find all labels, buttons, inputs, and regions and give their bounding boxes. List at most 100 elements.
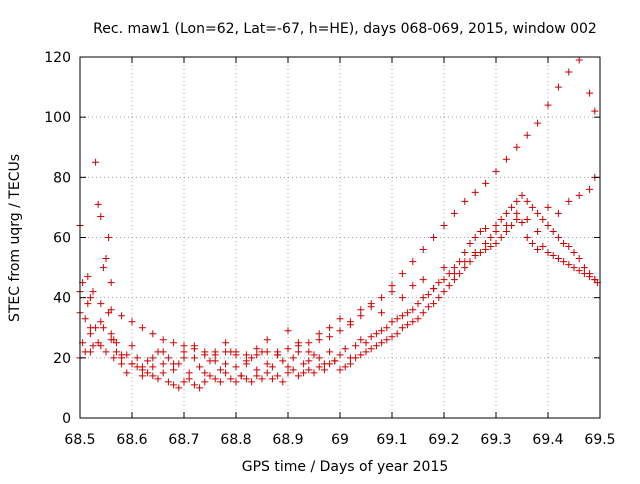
data-point bbox=[315, 363, 323, 371]
data-point bbox=[575, 267, 583, 275]
data-point bbox=[398, 324, 406, 332]
ticks bbox=[79, 56, 601, 419]
data-point bbox=[110, 354, 118, 362]
data-point bbox=[149, 363, 157, 371]
data-point bbox=[263, 369, 271, 377]
data-point bbox=[175, 384, 183, 392]
data-point bbox=[346, 318, 354, 326]
data-point bbox=[149, 330, 157, 338]
data-point bbox=[534, 246, 542, 254]
data-point bbox=[253, 372, 261, 380]
data-point bbox=[378, 327, 386, 335]
data-point bbox=[86, 330, 94, 338]
data-point bbox=[372, 342, 380, 350]
data-point bbox=[315, 330, 323, 338]
chart-title: Rec. maw1 (Lon=62, Lat=-67, h=HE), days … bbox=[93, 21, 597, 37]
data-point bbox=[549, 227, 557, 235]
data-point bbox=[383, 336, 391, 344]
y-tick-label: 60 bbox=[53, 231, 71, 247]
data-point bbox=[502, 209, 510, 217]
data-point bbox=[450, 270, 458, 278]
data-point bbox=[190, 342, 198, 350]
data-point bbox=[99, 264, 107, 272]
data-point bbox=[102, 348, 110, 356]
data-point bbox=[367, 300, 375, 308]
data-point bbox=[118, 360, 126, 368]
data-point bbox=[398, 294, 406, 302]
data-point bbox=[92, 158, 100, 166]
data-point bbox=[440, 276, 448, 284]
data-point bbox=[232, 378, 240, 386]
grid bbox=[80, 57, 600, 418]
data-point bbox=[518, 191, 526, 199]
data-point bbox=[222, 339, 230, 347]
data-point bbox=[388, 282, 396, 290]
data-point bbox=[471, 188, 479, 196]
x-tick-label: 68.7 bbox=[168, 432, 199, 448]
data-point bbox=[185, 369, 193, 377]
data-point bbox=[242, 351, 250, 359]
data-point bbox=[149, 354, 157, 362]
data-point bbox=[409, 282, 417, 290]
data-point bbox=[180, 378, 188, 386]
data-point bbox=[367, 345, 375, 353]
data-point bbox=[482, 224, 490, 232]
data-point bbox=[263, 360, 271, 368]
data-point bbox=[492, 240, 500, 248]
data-point bbox=[170, 381, 178, 389]
data-point bbox=[430, 234, 438, 241]
data-point bbox=[523, 234, 531, 241]
data-point bbox=[274, 351, 282, 359]
data-point bbox=[450, 209, 458, 217]
x-tick-label: 68.8 bbox=[220, 432, 251, 448]
data-point bbox=[258, 375, 266, 383]
data-point bbox=[284, 369, 292, 377]
data-point bbox=[419, 276, 427, 284]
data-point bbox=[253, 345, 261, 353]
data-point bbox=[388, 318, 396, 326]
data-point bbox=[201, 378, 209, 386]
data-point bbox=[336, 366, 344, 374]
data-point bbox=[580, 264, 588, 272]
data-point bbox=[310, 351, 318, 359]
data-point bbox=[534, 209, 542, 217]
data-point bbox=[216, 378, 224, 386]
data-point bbox=[528, 203, 536, 211]
data-point bbox=[170, 339, 178, 347]
data-point bbox=[300, 360, 308, 368]
data-point bbox=[211, 375, 219, 383]
data-point bbox=[105, 234, 113, 241]
data-point bbox=[201, 351, 209, 359]
data-point bbox=[216, 366, 224, 374]
data-point bbox=[528, 240, 536, 248]
data-point bbox=[461, 258, 469, 266]
data-point bbox=[128, 360, 136, 368]
data-point bbox=[99, 324, 107, 332]
data-point bbox=[336, 315, 344, 323]
data-point bbox=[466, 240, 474, 248]
data-point bbox=[539, 243, 547, 251]
data-point bbox=[107, 336, 115, 344]
data-point bbox=[523, 131, 531, 139]
data-point bbox=[518, 218, 526, 226]
data-point bbox=[326, 360, 334, 368]
x-tick-label: 69.3 bbox=[480, 432, 511, 448]
y-tick-label: 120 bbox=[44, 50, 71, 66]
y-tick-labels: 0 20 40 60 80 100 120 bbox=[44, 50, 71, 427]
data-point bbox=[393, 330, 401, 338]
data-point bbox=[461, 264, 469, 272]
data-point bbox=[575, 255, 583, 263]
data-point bbox=[440, 288, 448, 296]
data-point bbox=[544, 221, 552, 229]
data-point bbox=[414, 300, 422, 308]
data-point bbox=[560, 240, 568, 248]
data-point bbox=[107, 306, 115, 314]
data-point bbox=[487, 234, 495, 241]
data-point bbox=[118, 351, 126, 359]
x-tick-label: 68.9 bbox=[272, 432, 303, 448]
data-point bbox=[482, 240, 490, 248]
data-point bbox=[586, 89, 594, 97]
data-point bbox=[352, 354, 360, 362]
data-point bbox=[565, 68, 573, 76]
